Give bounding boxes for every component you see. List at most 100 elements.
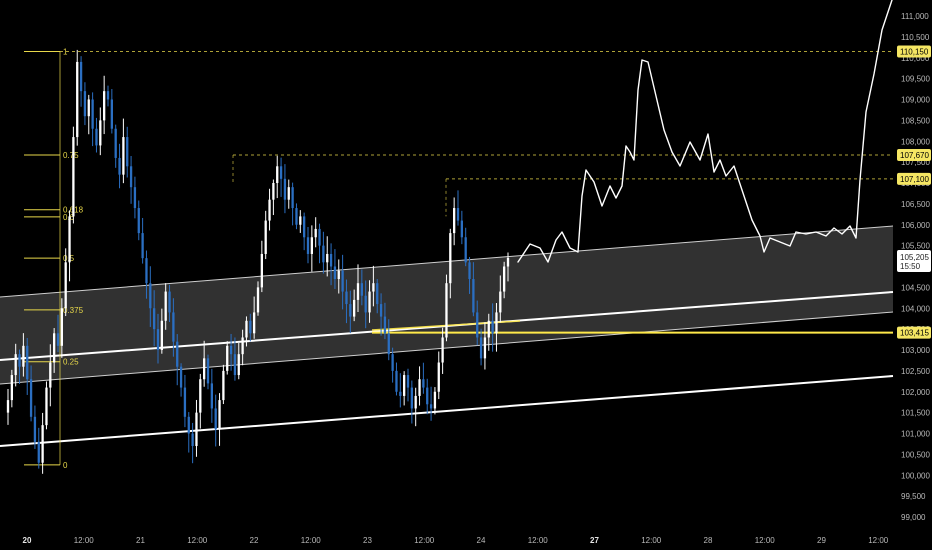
candle-body bbox=[83, 91, 87, 117]
candle-body bbox=[503, 266, 506, 292]
price-axis-tick-label: 110,000 bbox=[901, 54, 930, 63]
price-axis-tick-label: 109,000 bbox=[901, 96, 930, 105]
candle-body bbox=[87, 99, 90, 117]
candle-body bbox=[287, 187, 290, 200]
candle-body bbox=[476, 312, 479, 338]
price-axis-tick-label: 106,500 bbox=[901, 200, 930, 209]
candle-body bbox=[264, 220, 267, 254]
candle-body bbox=[460, 220, 463, 238]
candle-body bbox=[168, 291, 171, 313]
candle-body bbox=[245, 320, 248, 338]
candle-body bbox=[10, 375, 13, 401]
candle-body bbox=[299, 216, 302, 225]
candle-body bbox=[303, 216, 306, 238]
candle-body bbox=[114, 128, 117, 158]
candle-body bbox=[268, 199, 271, 221]
candle-body bbox=[418, 379, 421, 396]
candle-body bbox=[403, 375, 406, 396]
candle-body bbox=[345, 291, 348, 305]
price-axis-tick-label: 105,500 bbox=[901, 242, 930, 251]
time-axis[interactable]: 20 12:00 21 12:00 22 12:00 23 12:00 24 12:00 27 12:… bbox=[23, 536, 889, 545]
fib-level-label: 0 bbox=[63, 461, 68, 470]
candle-body bbox=[453, 208, 456, 234]
fib-level-label: 0.25 bbox=[63, 358, 79, 367]
price-axis-tick-label: 99,500 bbox=[901, 492, 926, 501]
candle-body bbox=[103, 91, 106, 121]
price-axis-tick-label: 108,500 bbox=[901, 116, 930, 125]
forecast-path bbox=[517, 0, 893, 263]
candle-body bbox=[218, 400, 221, 430]
candle-body bbox=[464, 237, 467, 263]
candle-body bbox=[364, 295, 367, 313]
time-axis-tick-label: 24 bbox=[477, 536, 486, 545]
candle-body bbox=[141, 233, 144, 259]
price-axis-tick-label: 99,000 bbox=[901, 513, 926, 522]
candle-body bbox=[126, 137, 129, 167]
candle-body bbox=[29, 379, 33, 417]
candle-body bbox=[91, 99, 94, 129]
candle-body bbox=[395, 370, 398, 392]
candle-body bbox=[6, 400, 10, 413]
candle-body bbox=[456, 208, 460, 221]
candle-body bbox=[176, 341, 179, 367]
candle-body bbox=[391, 354, 394, 371]
candle-body bbox=[383, 316, 387, 334]
candle-body bbox=[353, 299, 356, 317]
price-badge bbox=[897, 45, 931, 58]
time-axis-tick-label: 20 bbox=[23, 536, 32, 545]
candle-body bbox=[468, 262, 471, 280]
candle-body bbox=[233, 354, 237, 376]
candle-body bbox=[414, 395, 417, 409]
candle-body bbox=[333, 266, 337, 280]
price-axis-tick-label: 103,000 bbox=[901, 346, 930, 355]
candle-body bbox=[53, 333, 56, 363]
price-axis-tick-label: 107,500 bbox=[901, 158, 930, 167]
candle-body bbox=[210, 383, 213, 409]
candle-body bbox=[153, 308, 156, 330]
candle-body bbox=[149, 283, 152, 309]
candlestick-series bbox=[6, 49, 510, 474]
time-axis-tick-label: 12:00 bbox=[187, 536, 208, 545]
candle-body bbox=[479, 337, 483, 359]
trendline-lower bbox=[0, 375, 894, 447]
candle-body bbox=[156, 329, 160, 350]
candle-body bbox=[276, 166, 279, 183]
candle-body bbox=[379, 304, 383, 317]
candle-body bbox=[306, 237, 310, 254]
last-price-label: 105,205 bbox=[900, 253, 929, 262]
candle-body bbox=[172, 312, 175, 342]
candle-body bbox=[376, 283, 379, 305]
candle-body bbox=[14, 354, 17, 376]
candle-body bbox=[241, 337, 244, 355]
candle-body bbox=[272, 183, 275, 200]
candle-body bbox=[137, 208, 140, 234]
candle-body bbox=[41, 425, 44, 463]
time-axis-tick-label: 12:00 bbox=[74, 536, 95, 545]
candle-body bbox=[37, 441, 40, 463]
time-axis-tick-label: 23 bbox=[363, 536, 372, 545]
candle-body bbox=[279, 166, 283, 179]
candle-body bbox=[368, 291, 371, 313]
price-axis-tick-label: 104,000 bbox=[901, 304, 930, 313]
candle-body bbox=[79, 61, 83, 92]
candle-body bbox=[199, 379, 202, 413]
candle-body bbox=[356, 283, 360, 300]
candle-body bbox=[329, 253, 333, 267]
candle-body bbox=[310, 237, 313, 254]
candle-body bbox=[133, 187, 137, 209]
candle-body bbox=[18, 354, 21, 367]
price-badge-label: 103,415 bbox=[900, 329, 929, 338]
candle-body bbox=[322, 245, 325, 263]
candle-body bbox=[445, 283, 448, 338]
time-axis-tick-label: 12:00 bbox=[868, 536, 889, 545]
candle-body bbox=[45, 387, 48, 426]
candle-body bbox=[406, 375, 410, 388]
fib-level-label: 0.375 bbox=[63, 306, 84, 315]
candle-body bbox=[349, 304, 352, 317]
candle-body bbox=[95, 128, 98, 146]
candle-body bbox=[506, 257, 510, 267]
candle-body bbox=[187, 416, 190, 434]
candle-body bbox=[337, 270, 340, 280]
